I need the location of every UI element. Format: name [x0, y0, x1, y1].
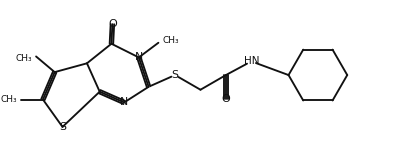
- Text: S: S: [59, 122, 66, 132]
- Text: O: O: [108, 19, 117, 29]
- Text: CH₃: CH₃: [162, 36, 179, 45]
- Text: S: S: [172, 70, 179, 80]
- Text: HN: HN: [244, 56, 259, 66]
- Text: O: O: [221, 93, 230, 104]
- Text: N: N: [120, 97, 128, 107]
- Text: N: N: [135, 52, 143, 62]
- Text: CH₃: CH₃: [1, 95, 17, 104]
- Text: CH₃: CH₃: [15, 54, 32, 63]
